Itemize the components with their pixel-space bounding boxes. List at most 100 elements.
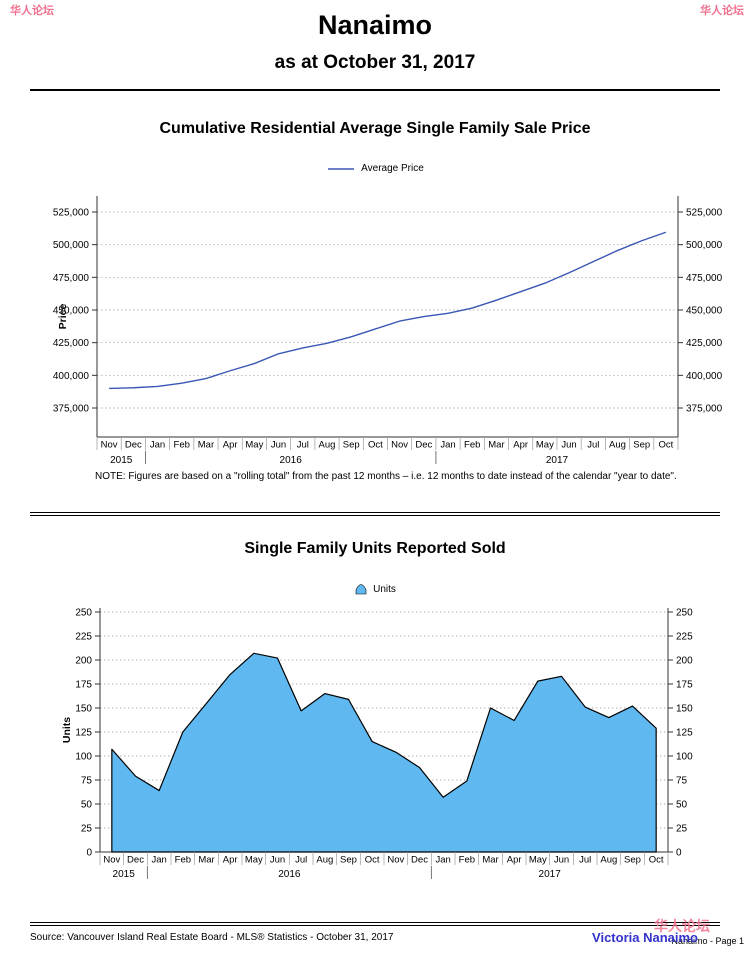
svg-text:Jun: Jun <box>561 440 576 451</box>
svg-text:Apr: Apr <box>223 440 238 451</box>
svg-text:Jun: Jun <box>271 440 286 451</box>
svg-text:Feb: Feb <box>459 855 475 866</box>
svg-text:0: 0 <box>86 848 92 859</box>
svg-text:Oct: Oct <box>368 440 383 451</box>
svg-text:Oct: Oct <box>649 855 664 866</box>
section-divider <box>30 512 720 516</box>
svg-text:Dec: Dec <box>415 440 432 451</box>
svg-text:Jul: Jul <box>587 440 599 451</box>
svg-text:Oct: Oct <box>659 440 674 451</box>
svg-text:Feb: Feb <box>174 440 190 451</box>
svg-text:Nov: Nov <box>101 440 118 451</box>
svg-text:100: 100 <box>75 752 92 763</box>
svg-text:Mar: Mar <box>488 440 504 451</box>
svg-text:200: 200 <box>75 656 92 667</box>
svg-text:400,000: 400,000 <box>686 371 723 382</box>
units-legend-label: Units <box>373 583 396 595</box>
svg-text:75: 75 <box>81 776 93 787</box>
svg-text:Mar: Mar <box>198 855 214 866</box>
svg-text:500,000: 500,000 <box>686 240 723 251</box>
footer-page-number: Nanaimo - Page 1 <box>671 936 744 946</box>
svg-text:Jul: Jul <box>297 440 309 451</box>
svg-text:2015: 2015 <box>113 869 136 880</box>
svg-text:Jun: Jun <box>270 855 285 866</box>
svg-text:May: May <box>245 855 263 866</box>
header-divider <box>30 89 720 91</box>
x-month-labels: Nov Dec Jan Feb Mar Apr May Jun Jul Aug Sep Oct Nov D… <box>96 437 679 451</box>
units-legend-marker <box>355 584 367 595</box>
price-chart: 375,000 375,000 400,000 400,000 425,000 425,0… <box>53 196 723 466</box>
svg-text:225: 225 <box>676 632 693 643</box>
svg-text:May: May <box>245 440 263 451</box>
svg-text:175: 175 <box>75 680 92 691</box>
y-ticks <box>92 211 683 409</box>
svg-text:125: 125 <box>75 728 92 739</box>
svg-text:25: 25 <box>676 824 688 835</box>
svg-text:450,000: 450,000 <box>53 306 90 317</box>
svg-text:Jan: Jan <box>152 855 167 866</box>
svg-text:Apr: Apr <box>513 440 528 451</box>
svg-text:225: 225 <box>75 632 92 643</box>
price-legend-label: Average Price <box>361 163 424 174</box>
svg-text:Aug: Aug <box>609 440 626 451</box>
gridlines <box>97 211 678 409</box>
units-chart: 0 0 25 25 50 50 75 75 100 100 125 125 150 150 175 175 20… <box>61 608 693 881</box>
svg-text:Units: Units <box>61 717 73 743</box>
svg-text:Jan: Jan <box>436 855 451 866</box>
svg-text:Jun: Jun <box>554 855 569 866</box>
svg-text:Price: Price <box>57 303 69 329</box>
svg-text:25: 25 <box>81 824 93 835</box>
svg-text:Mar: Mar <box>482 855 498 866</box>
svg-text:Sep: Sep <box>343 440 360 451</box>
svg-text:Mar: Mar <box>198 440 214 451</box>
svg-text:125: 125 <box>676 728 693 739</box>
svg-text:Jan: Jan <box>440 440 455 451</box>
watermark-bottom-cn: 华人论坛 <box>654 918 710 934</box>
svg-text:475,000: 475,000 <box>53 273 90 284</box>
svg-text:Sep: Sep <box>340 855 357 866</box>
axes <box>96 196 679 438</box>
svg-text:Nov: Nov <box>103 855 120 866</box>
footer-source: Source: Vancouver Island Real Estate Boa… <box>30 932 394 943</box>
page-title: Nanaimo <box>317 10 433 40</box>
x-year-labels: 2015 2016 2017 <box>113 866 562 880</box>
svg-text:250: 250 <box>75 608 92 619</box>
svg-text:425,000: 425,000 <box>686 338 723 349</box>
svg-text:Nov: Nov <box>387 855 404 866</box>
svg-text:May: May <box>529 855 547 866</box>
svg-text:175: 175 <box>676 680 693 691</box>
svg-text:Feb: Feb <box>175 855 191 866</box>
svg-text:0: 0 <box>676 848 682 859</box>
svg-text:100: 100 <box>676 752 693 763</box>
watermark-top-right: 华人论坛 <box>700 5 744 17</box>
svg-text:250: 250 <box>676 608 693 619</box>
svg-text:2017: 2017 <box>539 869 562 880</box>
svg-text:150: 150 <box>676 704 693 715</box>
svg-text:2016: 2016 <box>280 455 303 466</box>
svg-text:May: May <box>536 440 554 451</box>
watermark-top-left: 华人论坛 <box>10 5 54 17</box>
svg-text:Sep: Sep <box>624 855 641 866</box>
svg-text:Feb: Feb <box>464 440 480 451</box>
svg-text:525,000: 525,000 <box>53 208 90 219</box>
y-ticks <box>95 611 673 853</box>
svg-text:Jan: Jan <box>150 440 165 451</box>
y-tick-labels: 375,000 375,000 400,000 400,000 425,000 425,0… <box>53 208 723 415</box>
svg-text:150: 150 <box>75 704 92 715</box>
svg-text:50: 50 <box>676 800 688 811</box>
svg-text:Aug: Aug <box>319 440 336 451</box>
svg-text:Apr: Apr <box>507 855 522 866</box>
svg-text:475,000: 475,000 <box>686 273 723 284</box>
svg-text:Aug: Aug <box>600 855 617 866</box>
svg-text:Jul: Jul <box>295 855 307 866</box>
y-tick-labels: 0 0 25 25 50 50 75 75 100 100 125 125 150 150 175 175 20… <box>61 608 693 859</box>
units-chart-title: Single Family Units Reported Sold <box>244 540 506 557</box>
svg-text:Oct: Oct <box>365 855 380 866</box>
average-price-legend-marker <box>328 167 355 170</box>
svg-text:Jul: Jul <box>579 855 591 866</box>
x-year-labels: 2015 2016 2017 <box>110 451 569 466</box>
svg-text:50: 50 <box>81 800 93 811</box>
svg-text:Apr: Apr <box>223 855 238 866</box>
svg-text:Nov: Nov <box>391 440 408 451</box>
